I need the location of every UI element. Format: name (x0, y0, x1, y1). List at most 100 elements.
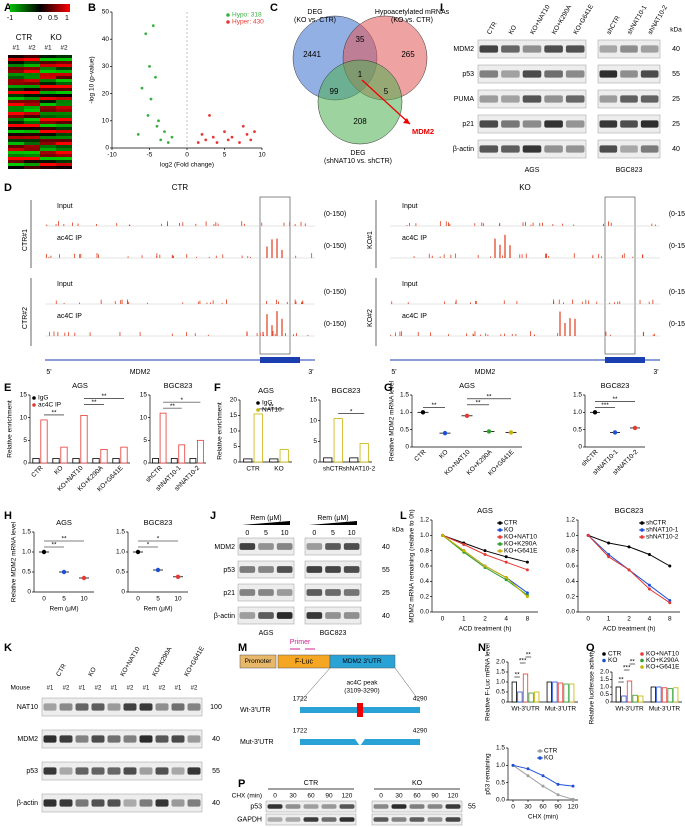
dot (135, 549, 141, 555)
bar (528, 692, 534, 703)
band (640, 120, 659, 128)
heatmap-cell (40, 163, 56, 166)
legend-label: Hyper: 430 (232, 19, 264, 26)
legend-swatch (640, 658, 644, 663)
legend-swatch (32, 396, 36, 400)
dot (592, 410, 598, 415)
venn-set (317, 59, 403, 145)
track-range: (0-150) (324, 211, 347, 218)
heatmap-cell (8, 61, 24, 64)
label: 40 (382, 544, 390, 551)
venn-count: 208 (353, 117, 367, 126)
label: Rem (μM) (250, 515, 281, 522)
bar (626, 680, 633, 703)
bar (60, 446, 68, 464)
band (640, 70, 659, 78)
heatmap-cell (56, 148, 72, 151)
heatmap-cell (8, 67, 24, 70)
heatmap-cell (56, 121, 72, 124)
heatmap-cell (8, 166, 24, 169)
band (620, 45, 638, 53)
band (59, 735, 73, 743)
legend-swatch (640, 528, 644, 532)
bar (557, 682, 564, 703)
label: Rem (μM) (317, 515, 348, 522)
blot (41, 793, 203, 813)
label: #1 (47, 686, 54, 692)
heatmap-cell (24, 154, 40, 157)
band (187, 703, 201, 711)
heatmap-cell (56, 166, 72, 169)
band (565, 145, 585, 153)
bar (661, 687, 668, 703)
band (75, 735, 89, 743)
label: p53 (26, 768, 38, 775)
band (171, 703, 185, 711)
x-tick-label: Mut-3'UTR (545, 706, 577, 713)
band (479, 95, 499, 103)
label: p21 (223, 590, 235, 597)
bar (650, 686, 656, 703)
heatmap-cell (40, 130, 56, 133)
label: (KO vs. CTR) (294, 17, 336, 24)
heatmap-cell (24, 163, 40, 166)
bar (80, 414, 88, 464)
bar (152, 458, 159, 464)
y-tick-label: 0.5 (496, 689, 505, 696)
heatmap-cell (24, 118, 40, 121)
point (525, 560, 529, 564)
band (155, 703, 169, 711)
label: p53 (223, 567, 235, 574)
heatmap-cell (40, 151, 56, 154)
dot (464, 413, 470, 418)
band (306, 566, 323, 573)
track-range: (0-150) (324, 321, 347, 328)
y-axis-label: Relative luciferase activity (589, 649, 596, 725)
point (148, 65, 151, 68)
dot (81, 575, 87, 581)
panel-letter: B (88, 2, 96, 14)
sig-label: *** (623, 665, 631, 672)
y-tick-label: 1.5 (116, 529, 125, 536)
heatmap-cell (40, 124, 56, 127)
label: #2 (95, 686, 102, 692)
heatmap-cell (40, 67, 56, 70)
bar (40, 419, 48, 464)
band (107, 735, 121, 743)
point (504, 576, 508, 579)
y-tick-label: 1.0 (400, 409, 409, 416)
panel-letter: E (4, 382, 11, 394)
label: Input (402, 203, 418, 210)
label: 90 (431, 793, 439, 800)
label: 5' (391, 369, 396, 376)
heatmap-cell (40, 139, 56, 142)
band (91, 799, 105, 807)
sig-label: *** (601, 402, 609, 409)
label: KO (519, 183, 531, 192)
lane-label: CTR (486, 21, 499, 36)
band (501, 145, 520, 153)
x-tick-label: 0 (185, 152, 189, 159)
chart-title: AGS (459, 381, 475, 390)
label: 30 (289, 793, 297, 800)
label: KO+G641E (183, 645, 206, 678)
heatmap-cell (40, 145, 56, 148)
x-tick-label: 90 (554, 804, 562, 811)
heatmap-cell (8, 91, 24, 94)
heatmap-cell (8, 127, 24, 130)
point (170, 135, 174, 139)
label: 3' (653, 369, 658, 376)
heatmap-cell (40, 106, 56, 109)
x-tick-label: 8 (668, 616, 672, 623)
label: #1 (79, 686, 86, 692)
bar (632, 694, 638, 703)
label: CTR#1 (22, 229, 29, 251)
legend-swatch (226, 13, 230, 17)
band (544, 95, 563, 103)
point (541, 774, 545, 778)
label: ac4C IP (57, 313, 82, 320)
label: ac4C peak (346, 680, 378, 687)
heatmap-cell (8, 106, 24, 109)
x-axis-label: ACD treatment (h) (603, 626, 656, 633)
